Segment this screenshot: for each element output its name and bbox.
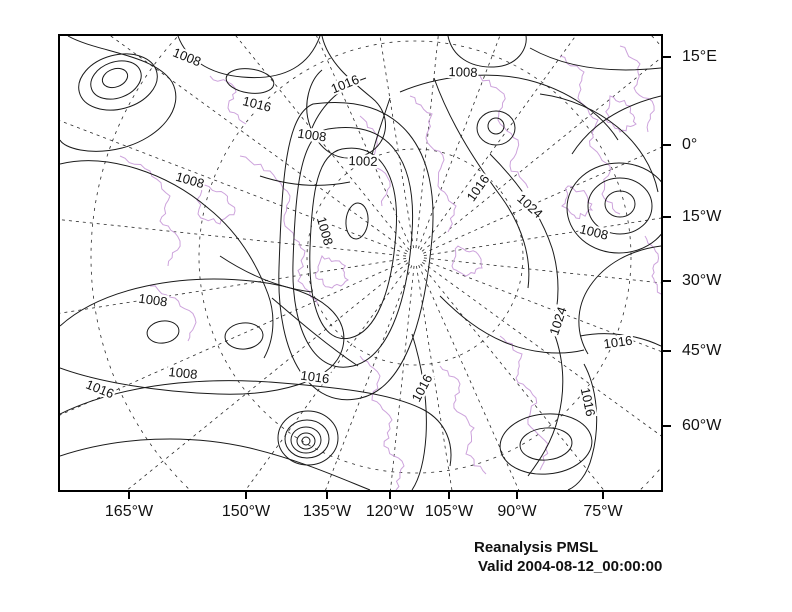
caption: Reanalysis PMSL Valid 2004-08-12_00:00:0… [474,538,662,576]
y-tick-label: 15°W [682,208,722,225]
x-tick-label: 165°W [104,503,154,520]
y-tick-label: 45°W [682,342,722,359]
y-tick-mark [662,144,671,146]
map-frame [58,34,663,492]
x-tick-mark [516,490,518,499]
y-tick-mark [662,350,671,352]
y-tick-label: 0° [682,136,698,153]
x-tick-label: 120°W [365,503,415,520]
x-tick-mark [602,490,604,499]
contour-value-label: 1008 [136,290,170,310]
contour-value-label: 1008 [166,364,200,382]
x-tick-label: 135°W [302,503,352,520]
y-tick-label: 30°W [682,272,722,289]
contour-lines-layer [60,36,661,490]
map-canvas [60,36,661,490]
contour-value-label: 1008 [295,125,329,145]
y-tick-mark [662,216,671,218]
x-tick-label: 105°W [424,503,474,520]
coastline-layer [119,45,661,490]
x-tick-mark [326,490,328,499]
y-tick-label: 60°W [682,417,722,434]
contour-value-label: 1008 [447,63,479,81]
contour-value-label: 1002 [347,152,379,170]
x-tick-label: 150°W [221,503,271,520]
x-tick-label: 75°W [583,503,623,520]
y-tick-mark [662,280,671,282]
y-tick-mark [662,56,671,58]
x-tick-label: 90°W [497,503,537,520]
y-tick-label: 15°E [682,48,717,65]
graticule-layer [60,36,661,490]
caption-valid-time: Valid 2004-08-12_00:00:00 [478,558,663,575]
x-tick-mark [245,490,247,499]
caption-title: Reanalysis PMSL [474,539,599,556]
x-tick-mark [389,490,391,499]
y-tick-mark [662,425,671,427]
x-tick-mark [448,490,450,499]
contour-value-label: 1016 [298,367,332,387]
x-tick-mark [128,490,130,499]
